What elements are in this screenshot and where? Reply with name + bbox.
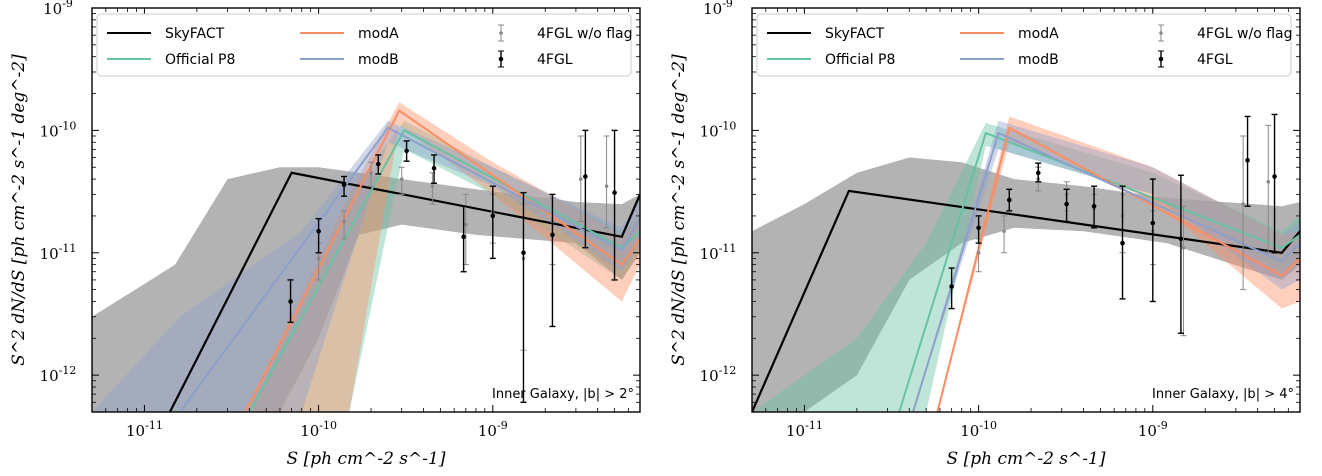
legend-item-skyfact: SkyFACT — [107, 26, 225, 42]
4fgl-w-o-flag-point — [577, 135, 584, 223]
chart-panel-inner-galaxy-b4: 10-11 10-10 10-9 10-12 10-11 10-10 10-9 S [ph c… — [669, 0, 1301, 469]
4fgl-point — [489, 185, 496, 260]
4fgl-point — [1035, 162, 1042, 183]
region-annotation: Inner Galaxy, |b| > 4° — [1152, 387, 1294, 402]
legend-label: 4FGL w/o flag — [1197, 26, 1293, 42]
modb-line — [179, 126, 640, 412]
legend: SkyFACT Official P8 modA modB 4FGL w/o flag 4… — [96, 13, 633, 77]
y-tick-label: 10-10 — [40, 119, 77, 140]
x-tick-label: 10-9 — [1138, 419, 1168, 440]
4fgl-point — [1119, 185, 1126, 300]
y-tick-label: 10-11 — [40, 242, 77, 263]
4fgl-point — [549, 193, 556, 328]
moda-band — [245, 102, 640, 412]
modb-band — [92, 120, 640, 412]
4fgl-w-o-flag-point — [368, 161, 375, 187]
legend-item-4fgl-w-o-flag: 4FGL w/o flag — [498, 24, 633, 42]
skyfact-band — [92, 167, 640, 412]
legend-item-4fgl: 4FGL — [1158, 50, 1233, 68]
4fgl-point — [582, 129, 589, 249]
axes-frame — [751, 7, 1301, 413]
y-tick-label: 10-11 — [700, 242, 737, 263]
4fgl-point — [520, 191, 527, 404]
legend-item-modb: modB — [960, 52, 1059, 68]
legend-item-modb: modB — [300, 52, 399, 68]
region-annotation: Inner Galaxy, |b| > 2° — [492, 387, 634, 402]
x-tick-label: 10-10 — [300, 419, 337, 440]
4fgl-point — [1244, 115, 1251, 207]
legend-label: Official P8 — [825, 52, 895, 68]
legend-label: 4FGL — [1197, 52, 1233, 68]
legend-label: 4FGL w/o flag — [537, 26, 633, 42]
4fgl-w-o-flag-point — [341, 210, 348, 240]
y-tick-label: 10-12 — [700, 364, 737, 385]
legend-label: modA — [358, 26, 399, 42]
4fgl-point — [1006, 188, 1013, 212]
4fgl-point — [287, 279, 294, 324]
4fgl-w-o-flag-point — [398, 166, 405, 195]
4fgl-point — [375, 154, 382, 175]
y-axis-label: S^2 dN/dS [ph cm^-2 s^-1 deg^-2] — [669, 54, 689, 366]
x-tick-label: 10-10 — [960, 419, 997, 440]
4fgl-w-o-flag-point — [1265, 124, 1272, 254]
4fgl-w-o-flag-point — [1240, 135, 1247, 291]
chart-panel-inner-galaxy-b2: 10-11 10-10 10-9 10-12 10-11 10-10 10-9 S [ph c… — [9, 0, 641, 469]
legend-label: 4FGL — [537, 52, 573, 68]
legend-item-moda: modA — [300, 26, 399, 42]
legend-item-4fgl: 4FGL — [498, 50, 573, 68]
4fgl-point — [948, 267, 955, 310]
legend-item-4fgl-w-o-flag: 4FGL w/o flag — [1158, 24, 1293, 42]
axes-frame — [91, 7, 641, 413]
legend-label: Official P8 — [165, 52, 235, 68]
4fgl-w-o-flag-point — [603, 135, 610, 229]
4fgl-point — [341, 175, 348, 197]
moda-line — [244, 109, 640, 412]
legend-label: modA — [1018, 26, 1059, 42]
y-axis-label: S^2 dN/dS [ph cm^-2 s^-1 deg^-2] — [9, 54, 29, 366]
legend: SkyFACT Official P8 modA modB 4FGL w/o flag 4… — [756, 13, 1293, 77]
x-tick-label: 10-9 — [478, 419, 508, 440]
x-axis-label: S [ph cm^-2 s^-1] — [947, 449, 1106, 469]
4fgl-point — [1177, 174, 1184, 334]
4fgl-w-o-flag-point — [1001, 215, 1008, 254]
4fgl-point — [315, 217, 322, 254]
legend-item-moda: modA — [960, 26, 1059, 42]
legend-item-skyfact: SkyFACT — [767, 26, 885, 42]
skyfact-band — [752, 157, 1300, 412]
y-tick-label: 10-12 — [40, 364, 77, 385]
legend-label: modB — [358, 52, 399, 68]
x-tick-label: 10-11 — [786, 419, 823, 440]
legend-label: modB — [1018, 52, 1059, 68]
skyfact-line — [168, 171, 640, 412]
4fgl-w-o-flag-point — [975, 238, 982, 273]
legend-label: SkyFACT — [825, 26, 885, 42]
4fgl-point — [1091, 185, 1098, 229]
4fgl-point — [1149, 178, 1156, 303]
plot-area — [92, 102, 640, 412]
legend-item-official-p8: Official P8 — [107, 52, 235, 68]
plot-area — [752, 113, 1300, 412]
4fgl-point — [611, 129, 618, 281]
4fgl-point — [975, 215, 982, 244]
legend-label: SkyFACT — [165, 26, 225, 42]
legend-item-official-p8: Official P8 — [767, 52, 895, 68]
y-tick-label: 10-10 — [700, 119, 737, 140]
official-p8-band — [752, 123, 1300, 412]
x-tick-label: 10-11 — [126, 419, 163, 440]
4fgl-point — [1063, 188, 1070, 223]
y-tick-label: 10-9 — [703, 0, 733, 18]
4fgl-point — [460, 205, 467, 273]
moda-band — [937, 116, 1300, 412]
x-axis-label: S [ph cm^-2 s^-1] — [287, 449, 446, 469]
official-p8-band — [249, 120, 640, 412]
4fgl-point — [1271, 113, 1278, 254]
y-tick-label: 10-9 — [43, 0, 73, 18]
4fgl-point — [431, 154, 438, 184]
modb-line — [912, 131, 1300, 412]
official-p8-line — [898, 131, 1300, 412]
4fgl-point — [403, 140, 410, 162]
moda-line — [936, 126, 1300, 412]
